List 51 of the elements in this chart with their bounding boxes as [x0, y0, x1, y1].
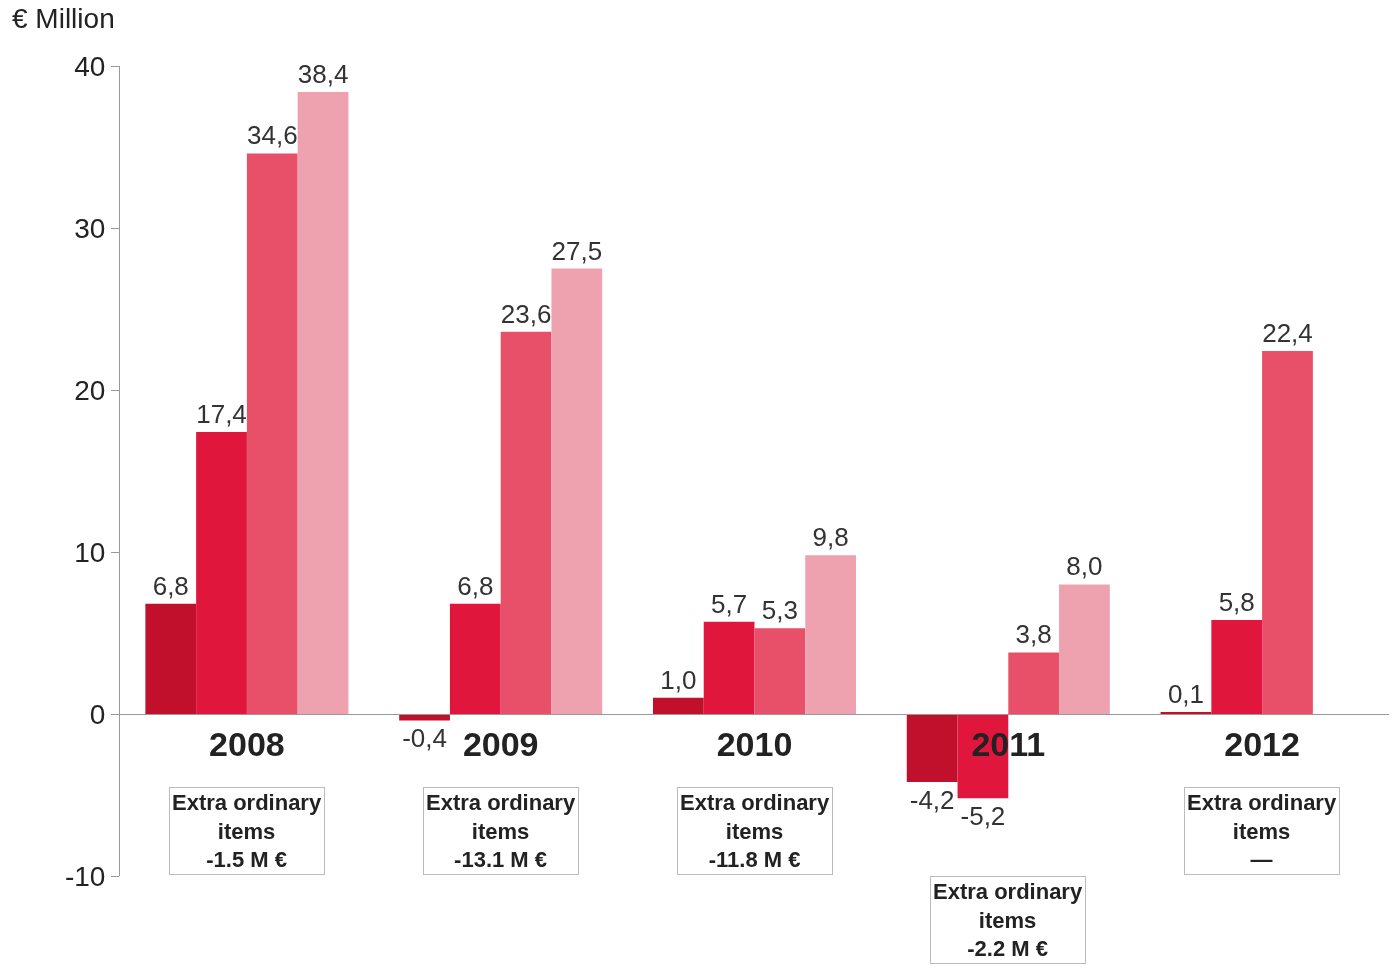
y-tick-label: 30 [74, 212, 106, 244]
text: Extra ordinary items -2.2 M € [933, 879, 1083, 962]
bar [196, 432, 247, 714]
data-label: 38,4 [297, 58, 349, 89]
bar [1262, 351, 1313, 714]
data-label: 23,6 [500, 298, 552, 329]
data-label: 27,5 [551, 235, 603, 266]
y-tick-label: 0 [89, 698, 106, 730]
data-label: 3,8 [1015, 619, 1052, 650]
data-label: 22,4 [1262, 318, 1313, 349]
bar [1059, 584, 1110, 714]
data-label: 6,8 [457, 570, 494, 601]
bar [1008, 652, 1060, 714]
bar [754, 628, 806, 714]
bar [246, 153, 298, 714]
data-label: -0,4 [402, 723, 447, 754]
bar [551, 268, 603, 714]
annotation: Extra ordinary items — [1187, 790, 1337, 873]
bar [703, 621, 755, 714]
bar [906, 714, 958, 783]
bar [145, 603, 197, 714]
x-tick-label: 2009 [462, 724, 539, 763]
y-tick-label: 20 [74, 374, 106, 406]
x-tick-label: 2010 [716, 724, 793, 763]
bar [652, 697, 704, 714]
data-label: 9,8 [812, 522, 849, 553]
data-label: 0,1 [1167, 679, 1205, 709]
data-label: 34,6 [246, 120, 298, 151]
annotation: Extra ordinary items -11.8 M € [680, 790, 830, 873]
annotation: Extra ordinary items -13.1 M € [426, 790, 576, 873]
data-label: 17,4 [196, 399, 247, 430]
data-label: 1,0 [660, 664, 697, 695]
bar [500, 331, 552, 714]
y-axis-title: € Million [12, 3, 115, 34]
bar [1211, 620, 1263, 714]
data-label: 5,3 [761, 595, 798, 626]
bar [449, 603, 501, 714]
data-label: 5,8 [1218, 587, 1255, 618]
y-tick-label: -10 [64, 860, 106, 892]
data-label: -4,2 [909, 785, 955, 816]
x-tick-label: 2008 [209, 724, 285, 763]
data-label: 6,8 [152, 570, 189, 601]
data-label: 5,7 [711, 588, 748, 619]
y-tick-label: 40 [74, 50, 106, 82]
annotation: Extra ordinary items -1.5 M € [172, 790, 322, 873]
data-label: 8,0 [1066, 551, 1103, 582]
bar [805, 555, 857, 714]
bar [297, 91, 349, 714]
x-tick-label: 2012 [1224, 724, 1300, 763]
y-tick-label: 10 [74, 536, 106, 568]
data-label: -5,2 [960, 801, 1006, 832]
